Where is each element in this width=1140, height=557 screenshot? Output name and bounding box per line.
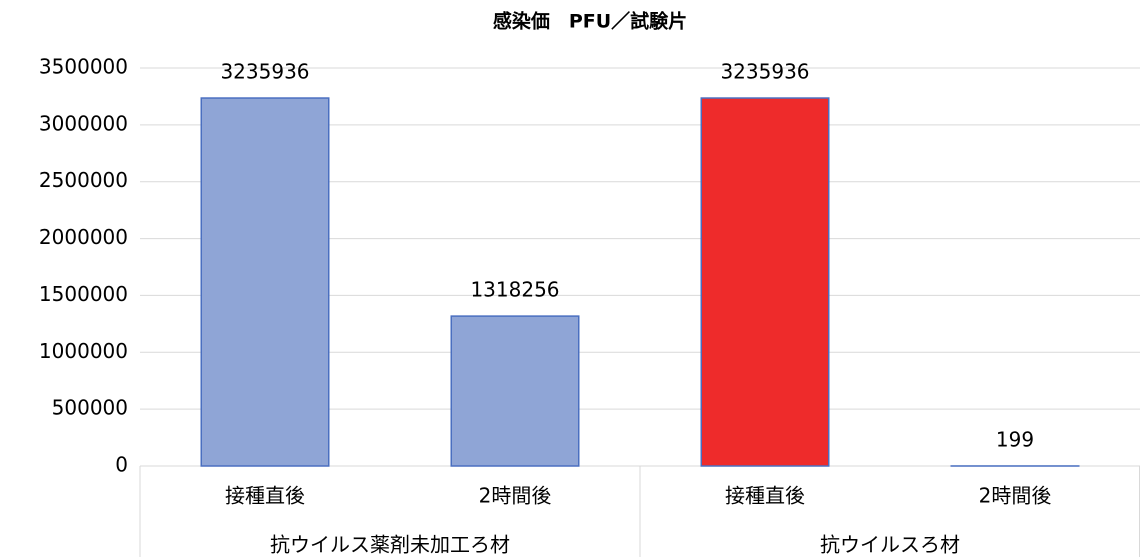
- value-label: 1318256: [470, 278, 559, 302]
- x-tick-label: 接種直後: [225, 484, 305, 508]
- y-tick-label: 0: [115, 453, 128, 477]
- group-label: 抗ウイルス薬剤未加工ろ材: [270, 533, 510, 557]
- value-label: 3235936: [220, 60, 309, 84]
- bar: [450, 315, 580, 467]
- x-tick-label: 2時間後: [979, 484, 1052, 508]
- bar: [700, 97, 830, 467]
- y-tick-label: 3500000: [39, 55, 128, 79]
- chart-title: 感染価 PFU／試験片: [493, 10, 687, 33]
- y-tick-label: 2500000: [39, 168, 128, 192]
- bar: [200, 97, 330, 467]
- x-tick-label: 2時間後: [479, 484, 552, 508]
- y-tick-label: 500000: [52, 396, 128, 420]
- value-label: 3235936: [720, 60, 809, 84]
- y-tick-label: 3000000: [39, 111, 128, 135]
- y-tick-label: 2000000: [39, 225, 128, 249]
- y-tick-label: 1000000: [39, 339, 128, 363]
- value-label: 199: [996, 427, 1034, 451]
- y-tick-label: 1500000: [39, 282, 128, 306]
- group-label: 抗ウイルスろ材: [820, 533, 960, 557]
- x-tick-label: 接種直後: [725, 484, 805, 508]
